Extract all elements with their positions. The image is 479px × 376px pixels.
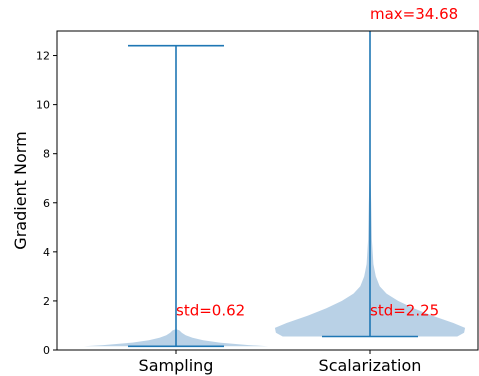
y-tick-label: 4 xyxy=(43,246,50,259)
y-tick-label: 8 xyxy=(43,148,50,161)
y-axis-title: Gradient Norm xyxy=(11,131,30,249)
annotation-label: max=34.68 xyxy=(370,5,458,23)
annotation-label: std=0.62 xyxy=(176,302,245,320)
y-tick-label: 0 xyxy=(43,344,50,357)
annotations: std=0.62 std=2.25 max=34.68 xyxy=(176,5,458,320)
x-axis: Sampling Scalarization xyxy=(139,350,422,375)
y-tick-label: 6 xyxy=(43,197,50,210)
y-tick-label: 10 xyxy=(36,99,50,112)
plot-frame xyxy=(56,30,479,351)
x-tick-label: Sampling xyxy=(139,356,214,375)
y-axis: 0 2 4 6 8 10 12 xyxy=(36,50,57,357)
y-tick-label: 2 xyxy=(43,295,50,308)
violin-lines xyxy=(128,31,418,348)
x-tick-label: Scalarization xyxy=(319,356,422,375)
y-tick-label: 12 xyxy=(36,50,50,63)
annotation-label: std=2.25 xyxy=(370,302,439,320)
